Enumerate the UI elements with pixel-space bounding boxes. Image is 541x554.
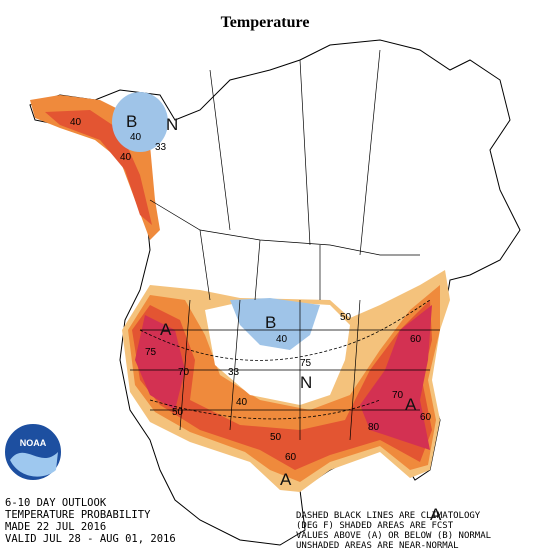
climatology-lines bbox=[139, 299, 431, 420]
outlook-line: 6-10 DAY OUTLOOK bbox=[5, 497, 107, 509]
above-normal-50 bbox=[132, 300, 432, 470]
map-label: 60 bbox=[420, 412, 432, 423]
note-line: DASHED BLACK LINES ARE CLIMATOLOGY bbox=[296, 511, 481, 521]
map-label: N bbox=[300, 373, 312, 392]
note-line: UNSHADED AREAS ARE NEAR-NORMAL bbox=[296, 541, 459, 551]
map-label: A bbox=[160, 320, 172, 339]
map-label: 50 bbox=[340, 312, 352, 323]
outlook-line: TEMPERATURE PROBABILITY bbox=[5, 509, 151, 521]
map-label: 40 bbox=[70, 117, 82, 128]
noaa-logo: NOAA bbox=[3, 422, 63, 482]
map-label: 60 bbox=[285, 452, 297, 463]
map-label: 40 bbox=[236, 397, 248, 408]
map-label: B bbox=[265, 313, 276, 332]
map-label: 50 bbox=[270, 432, 282, 443]
map-label: A bbox=[430, 505, 442, 524]
map-label: 40 bbox=[130, 132, 142, 143]
map-label: 40 bbox=[276, 334, 288, 345]
map-label: N bbox=[166, 115, 178, 134]
map-label: 60 bbox=[410, 334, 422, 345]
note-line: (DEG F) SHADED AREAS ARE FCST bbox=[296, 521, 454, 531]
map-label: 33 bbox=[228, 367, 240, 378]
logo-text: NOAA bbox=[20, 438, 47, 448]
outlook-text: 6-10 DAY OUTLOOK TEMPERATURE PROBABILITY… bbox=[5, 497, 176, 545]
map-label: 33 bbox=[155, 142, 167, 153]
title: Temperature bbox=[221, 14, 310, 31]
boundaries bbox=[130, 49, 440, 441]
note-line: VALUES ABOVE (A) OR BELOW (B) NORMAL bbox=[296, 531, 491, 541]
below-normal-alaska bbox=[112, 92, 168, 152]
map-label: 80 bbox=[368, 422, 380, 433]
alaska-shading-inner bbox=[45, 110, 152, 225]
legend-note: DASHED BLACK LINES ARE CLIMATOLOGY (DEG … bbox=[296, 511, 491, 551]
map-labels: B N 40 33 40 40 B 40 N 75 33 A 75 70 50 … bbox=[70, 112, 442, 524]
map-label: 50 bbox=[172, 407, 184, 418]
map-label: B bbox=[126, 112, 137, 131]
map-label: 75 bbox=[300, 358, 312, 369]
map-label: A bbox=[405, 395, 417, 414]
below-normal-central bbox=[230, 298, 320, 350]
outlook-line: MADE 22 JUL 2016 bbox=[5, 521, 106, 533]
above-normal-60 bbox=[135, 305, 432, 450]
map-label: 75 bbox=[145, 347, 157, 358]
map-label: A bbox=[280, 470, 292, 489]
map-label: 70 bbox=[178, 367, 190, 378]
map-label: 40 bbox=[120, 152, 132, 163]
map-label: 70 bbox=[392, 390, 404, 401]
outlook-line: VALID JUL 28 - AUG 01, 2016 bbox=[5, 533, 176, 545]
